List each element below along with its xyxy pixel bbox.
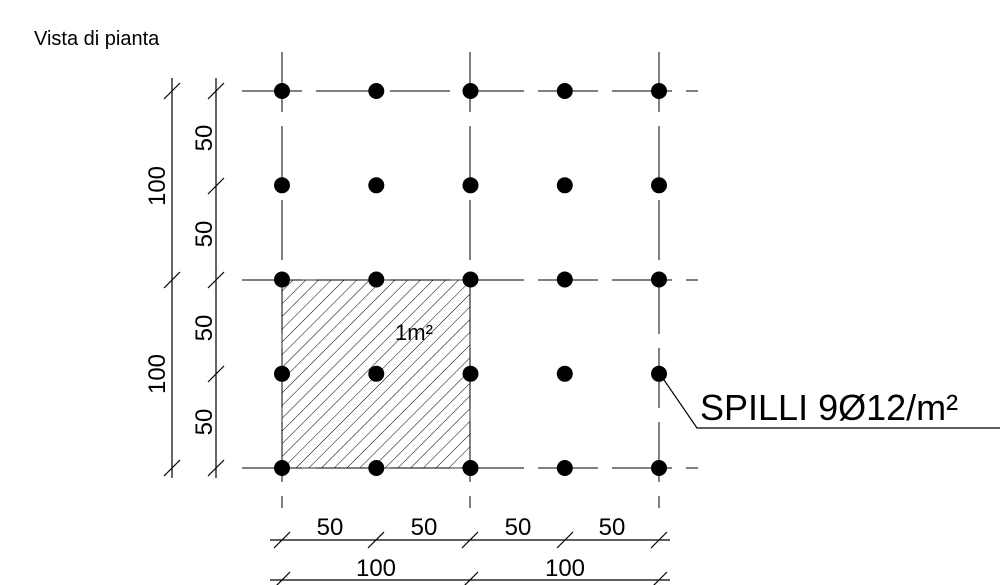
dim-left-outer xyxy=(163,78,181,478)
pin-dot xyxy=(556,365,573,382)
tick xyxy=(276,571,291,585)
tick xyxy=(464,571,479,585)
callout-leader xyxy=(661,376,1000,429)
tick xyxy=(163,82,181,100)
dim-label-left-outer-1: 100 xyxy=(144,166,171,206)
pin-dot xyxy=(556,460,573,476)
pin-dot xyxy=(462,460,479,476)
pin-dot xyxy=(462,271,479,288)
tick xyxy=(207,271,225,289)
tick xyxy=(653,571,668,585)
tick xyxy=(207,82,225,100)
pin-dot xyxy=(368,177,385,194)
pin-dot xyxy=(274,460,290,476)
pin-dot xyxy=(556,83,573,99)
dim-label-bottom-inner-1: 50 xyxy=(317,514,344,541)
tick xyxy=(461,531,479,549)
pin-dot xyxy=(274,271,290,288)
dim-left-inner xyxy=(207,78,225,478)
dim-label-left-inner-3: 50 xyxy=(191,315,218,342)
tick xyxy=(163,271,181,289)
pin-dot xyxy=(274,177,290,194)
tick xyxy=(207,177,225,195)
pin-dot xyxy=(368,271,385,288)
pin-dot xyxy=(556,177,573,194)
pin-dot xyxy=(274,83,290,99)
pin-dot xyxy=(368,83,385,99)
pin-dot xyxy=(651,177,667,194)
dim-label-left-outer-2: 100 xyxy=(144,354,171,394)
pin-dot xyxy=(651,365,667,382)
tick xyxy=(207,365,225,383)
dim-label-bottom-inner-4: 50 xyxy=(599,514,626,541)
dim-bottom-inner xyxy=(270,531,670,549)
dim-label-bottom-outer-1: 100 xyxy=(356,555,396,582)
pin-dot xyxy=(651,460,667,476)
dim-label-bottom-inner-3: 50 xyxy=(505,514,532,541)
pin-dot xyxy=(651,83,667,99)
pin-dot xyxy=(462,83,479,99)
dim-label-bottom-outer-2: 100 xyxy=(545,555,585,582)
pin-dot xyxy=(651,271,667,288)
area-label: 1m² xyxy=(395,320,433,345)
pin-dot xyxy=(368,365,385,382)
dim-label-left-inner-2: 50 xyxy=(191,221,218,248)
pin-dot xyxy=(462,365,479,382)
dim-label-left-inner-4: 50 xyxy=(191,409,218,436)
pin-dot xyxy=(274,365,290,382)
tick xyxy=(273,531,291,549)
pin-grid xyxy=(274,83,667,476)
pin-dot xyxy=(462,177,479,194)
tick xyxy=(367,531,385,549)
view-title: Vista di pianta xyxy=(34,28,160,50)
tick xyxy=(556,531,574,549)
dim-label-bottom-inner-2: 50 xyxy=(411,514,438,541)
tick xyxy=(207,459,225,477)
pin-dot xyxy=(368,460,385,476)
dim-bottom-outer xyxy=(270,571,670,585)
pin-dot xyxy=(556,271,573,288)
dim-label-left-inner-1: 50 xyxy=(191,125,218,152)
tick xyxy=(163,459,181,477)
callout-label: SPILLI 9Ø12/m² xyxy=(700,387,958,428)
tick xyxy=(650,531,668,549)
